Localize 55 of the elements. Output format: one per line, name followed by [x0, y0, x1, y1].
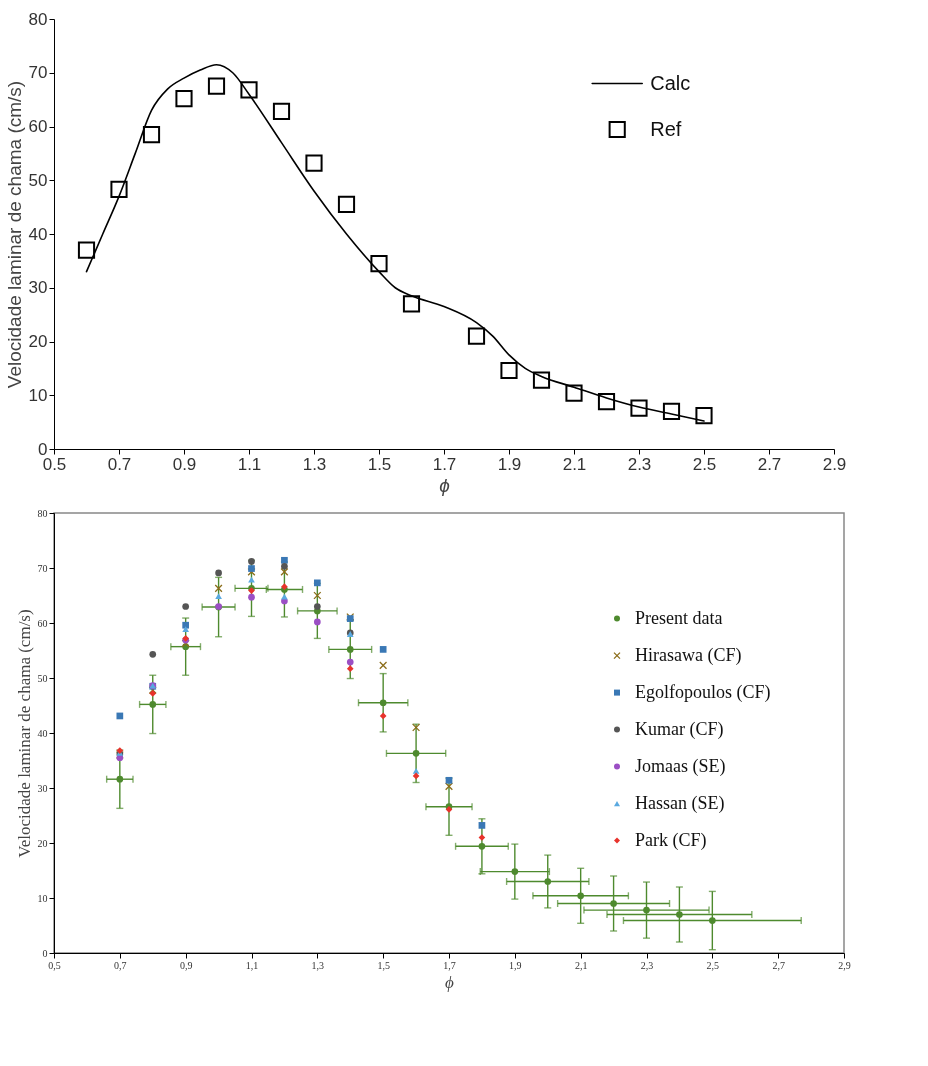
x-tick-label: 0,7	[114, 959, 127, 971]
x-tick-label: 1.7	[432, 454, 457, 474]
x-axis-title: ϕ	[439, 474, 450, 496]
x-tick-label: 1,7	[443, 959, 456, 971]
y-tick-label: 50	[28, 170, 48, 190]
x-tick-label: 1,1	[245, 959, 259, 971]
y-tick-label: 10	[37, 892, 48, 904]
y-tick-label: 20	[37, 837, 48, 849]
x-tick-label: 0,9	[179, 959, 193, 971]
x-tick-label: 2,1	[574, 959, 588, 971]
y-tick-label: 80	[37, 507, 48, 519]
legend-label: Jomaas (SE)	[635, 755, 726, 777]
x-tick-label: 1.5	[367, 454, 392, 474]
y-tick-label: 20	[28, 332, 48, 351]
x-tick-label: 2.5	[692, 454, 717, 474]
x-tick-label: 2,9	[838, 959, 851, 971]
y-tick-label: 30	[37, 782, 48, 794]
legend-label: Present data	[635, 607, 723, 628]
y-tick-label: 60	[37, 617, 48, 629]
y-tick-label: 30	[28, 278, 48, 298]
legend-label: Calc	[650, 71, 691, 94]
y-tick-label: 80	[28, 9, 48, 29]
legend-label: Egolfopoulos (CF)	[635, 681, 771, 703]
x-tick-label: 2.3	[627, 454, 652, 474]
legend-label: Ref	[650, 117, 682, 140]
x-tick-label: 1,3	[311, 959, 325, 971]
y-tick-label: 10	[28, 385, 48, 405]
x-tick-label: 2.1	[562, 454, 587, 474]
x-tick-label: 2,5	[706, 959, 720, 971]
legend-label: Park (CF)	[635, 829, 707, 851]
x-tick-label: 2,7	[772, 959, 785, 971]
legend-label: Hassan (SE)	[635, 792, 725, 814]
x-tick-label: 1.3	[302, 454, 327, 474]
y-tick-label: 50	[37, 672, 48, 684]
x-tick-label: 1.1	[237, 454, 262, 474]
x-tick-label: 2,3	[640, 959, 654, 971]
x-tick-label: 1,9	[509, 959, 522, 971]
y-tick-label: 40	[37, 727, 48, 739]
x-axis-title: ϕ	[445, 972, 455, 992]
y-tick-label: 40	[28, 224, 48, 244]
x-tick-label: 0,5	[48, 959, 61, 971]
legend-label: Hirasawa (CF)	[635, 644, 742, 666]
y-axis-title: Velocidade laminar de chama (cm/s)	[14, 609, 34, 858]
y-tick-label: 60	[28, 117, 48, 136]
x-tick-label: 1,5	[377, 959, 390, 971]
y-tick-label: 0	[42, 947, 48, 959]
y-axis-title: Velocidade laminar de chama (cm/s)	[3, 80, 25, 389]
x-tick-label: 0.7	[107, 454, 132, 474]
y-tick-label: 70	[37, 562, 48, 574]
x-tick-label: 1.9	[497, 454, 522, 474]
x-tick-label: 2.9	[822, 454, 847, 474]
x-tick-label: 0.9	[172, 454, 197, 474]
y-tick-label: 70	[28, 63, 48, 83]
x-tick-label: 2.7	[757, 454, 782, 474]
legend-label: Kumar (CF)	[635, 718, 724, 740]
